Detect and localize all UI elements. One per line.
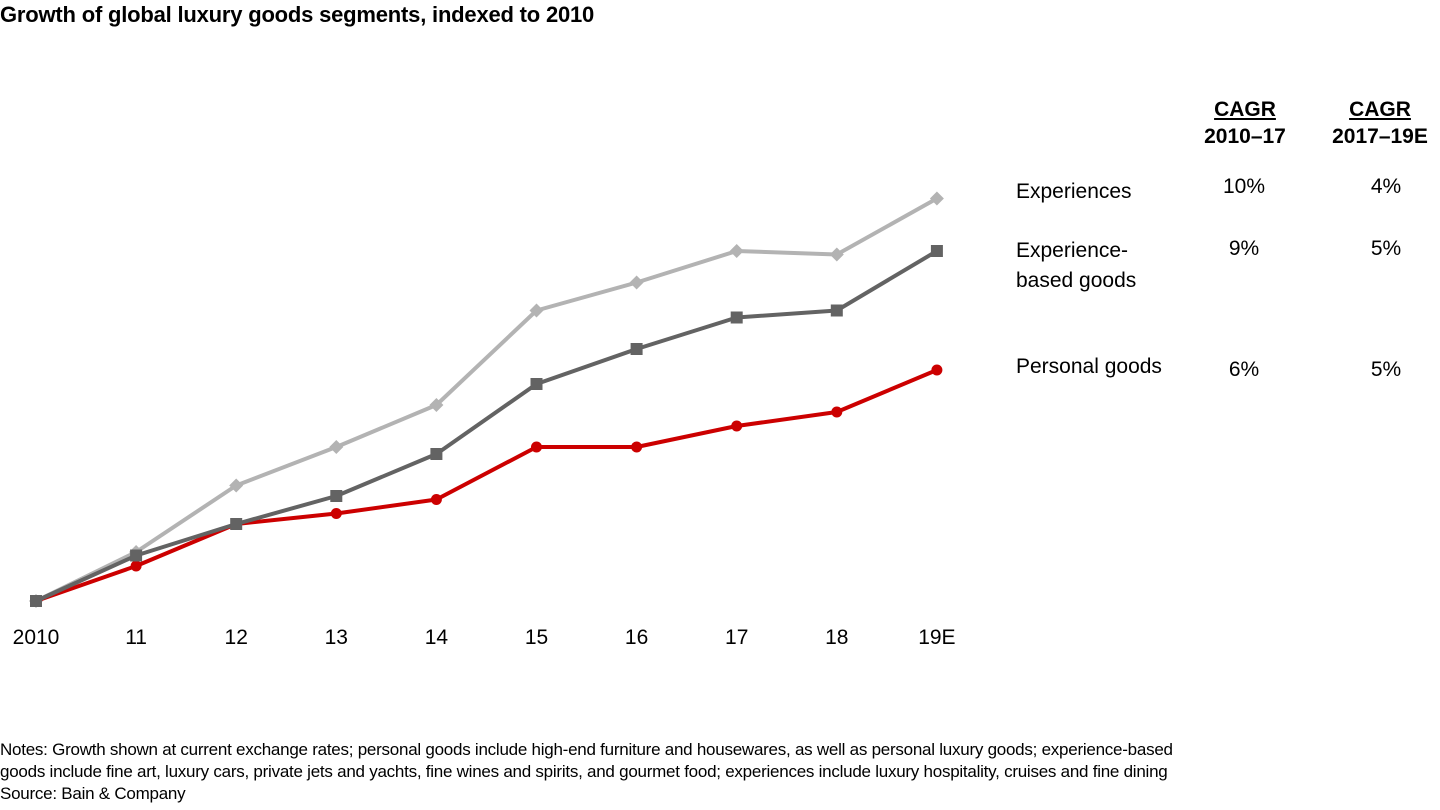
series-personal-goods: [30, 364, 943, 607]
data-point-experience-based-goods: [130, 549, 143, 562]
legend-label-experiences: Experiences: [1016, 177, 1132, 207]
notes-line: Notes: Growth shown at current exchange …: [0, 740, 1173, 759]
x-tick-label: 14: [425, 626, 449, 649]
x-tick-label: 18: [825, 626, 848, 649]
data-point-experiences: [329, 440, 344, 454]
x-tick-label: 13: [325, 626, 348, 649]
data-point-experiences: [429, 398, 444, 412]
data-point-experience-based-goods: [830, 304, 843, 317]
data-point-personal-goods: [130, 560, 142, 572]
data-point-personal-goods: [330, 508, 342, 519]
legend-label-personal-goods: Personal goods: [1016, 352, 1162, 382]
line-chart: 2010 11 12 13 14 15 16 17 18 19E: [13, 191, 956, 649]
series-line-experiences: [35, 196, 938, 603]
x-tick-label: 17: [725, 626, 748, 649]
chart-title: Growth of global luxury goods segments, …: [0, 2, 595, 27]
legend-label-line: Experiences: [1016, 180, 1132, 203]
data-point-experience-based-goods: [30, 595, 42, 607]
data-point-personal-goods: [931, 364, 943, 376]
source-line: Source: Bain & Company: [0, 784, 186, 803]
cagr-value: 5%: [1370, 237, 1402, 260]
x-tick-label: 19E: [918, 626, 955, 649]
data-point-experiences: [629, 275, 644, 290]
x-tick-label: 16: [625, 626, 648, 649]
cagr-value: 5%: [1370, 358, 1402, 381]
cagr-value: 10%: [1222, 175, 1266, 198]
data-point-experiences: [529, 303, 544, 318]
data-point-experiences: [729, 244, 744, 258]
cagr-value: 9%: [1228, 237, 1260, 260]
x-tick-label: 2010: [13, 626, 60, 649]
data-point-experience-based-goods: [530, 378, 543, 390]
cagr-header-label: CAGR: [1214, 98, 1276, 121]
data-point-personal-goods: [731, 420, 743, 432]
legend-label-line: Experience-: [1016, 239, 1129, 262]
notes: Notes: Growth shown at current exchange …: [0, 739, 1440, 805]
x-tick-label: 11: [125, 626, 147, 649]
cagr-value: 4%: [1370, 175, 1402, 198]
data-point-personal-goods: [631, 441, 643, 453]
data-point-experiences: [229, 478, 244, 493]
cagr-header-2017-19e: CAGR 2017–19E: [1320, 96, 1440, 150]
data-point-personal-goods: [430, 494, 442, 505]
x-tick-label: 15: [525, 626, 548, 649]
x-axis-ticks: 2010 11 12 13 14 15 16 17 18 19E: [13, 626, 956, 649]
data-point-experience-based-goods: [630, 343, 643, 355]
series-line-experience-based-goods: [35, 249, 938, 603]
cagr-value: 6%: [1228, 358, 1260, 381]
data-point-experience-based-goods: [230, 518, 243, 530]
notes-line: goods include fine art, luxury cars, pri…: [0, 762, 1168, 781]
data-point-experience-based-goods: [730, 311, 743, 324]
cagr-header-label: CAGR: [1349, 98, 1411, 121]
data-point-personal-goods: [831, 406, 843, 418]
data-point-personal-goods: [531, 441, 542, 453]
series-layer: [29, 191, 944, 608]
data-point-experience-based-goods: [930, 245, 943, 257]
data-point-experience-based-goods: [330, 490, 343, 502]
legend-label-experience-based-goods: Experience- based goods: [1016, 236, 1136, 296]
data-point-experience-based-goods: [430, 448, 443, 460]
cagr-header-period: 2010–17: [1204, 125, 1286, 148]
cagr-header-2010-17: CAGR 2010–17: [1190, 96, 1300, 150]
cagr-header-period: 2017–19E: [1332, 125, 1428, 148]
legend-label-line: Personal goods: [1016, 355, 1162, 378]
series-line-personal-goods: [35, 368, 938, 603]
x-tick-label: 12: [225, 626, 248, 649]
series-experience-based-goods: [30, 245, 943, 607]
data-point-experiences: [929, 191, 944, 206]
legend-label-line: based goods: [1016, 269, 1137, 292]
data-point-experiences: [829, 247, 844, 262]
